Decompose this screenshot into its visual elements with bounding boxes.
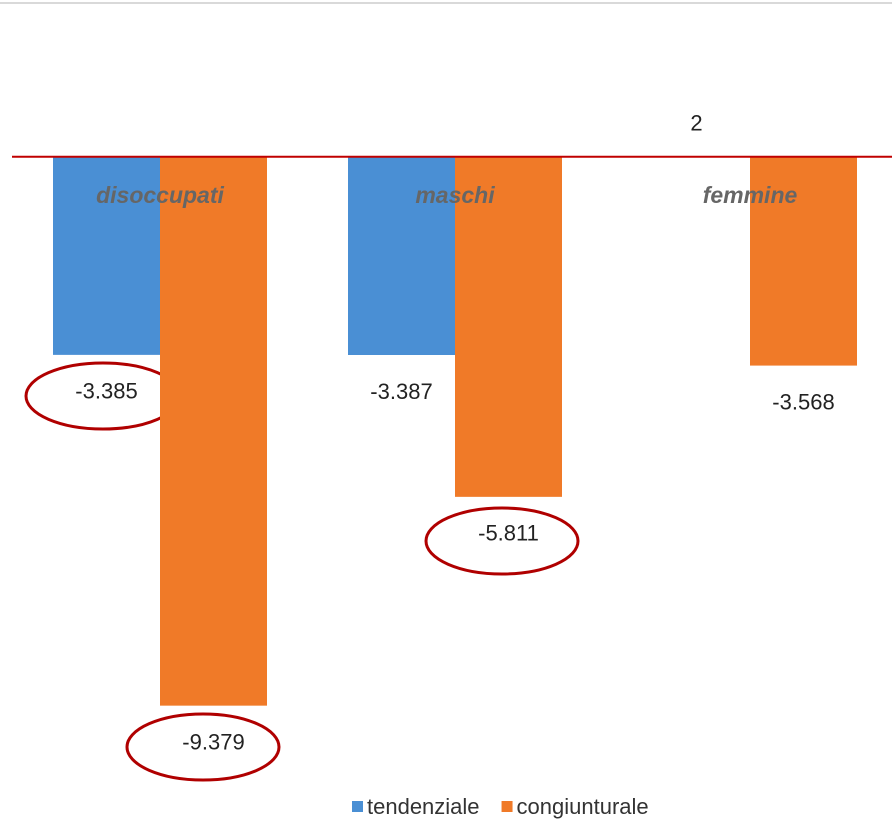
legend-label: tendenziale bbox=[367, 794, 480, 819]
data-label: -3.387 bbox=[370, 379, 432, 404]
bar bbox=[455, 156, 562, 497]
data-label: -9.379 bbox=[182, 729, 244, 754]
data-label: 2 bbox=[690, 111, 702, 136]
category-label: disoccupati bbox=[96, 182, 224, 208]
category-label: femmine bbox=[703, 182, 798, 208]
highlight-ellipse bbox=[125, 712, 281, 782]
bar bbox=[53, 156, 160, 355]
legend-label: congiunturale bbox=[517, 794, 649, 819]
category-label: maschi bbox=[415, 182, 495, 208]
bar bbox=[160, 156, 267, 706]
data-label: -3.568 bbox=[772, 389, 834, 414]
highlight-ellipse bbox=[424, 506, 580, 576]
legend-swatch bbox=[352, 801, 363, 812]
data-label: -5.811 bbox=[478, 521, 539, 546]
data-label: -3.385 bbox=[75, 379, 137, 404]
bar bbox=[348, 156, 455, 355]
bar bbox=[750, 156, 857, 366]
legend-swatch bbox=[501, 801, 513, 812]
